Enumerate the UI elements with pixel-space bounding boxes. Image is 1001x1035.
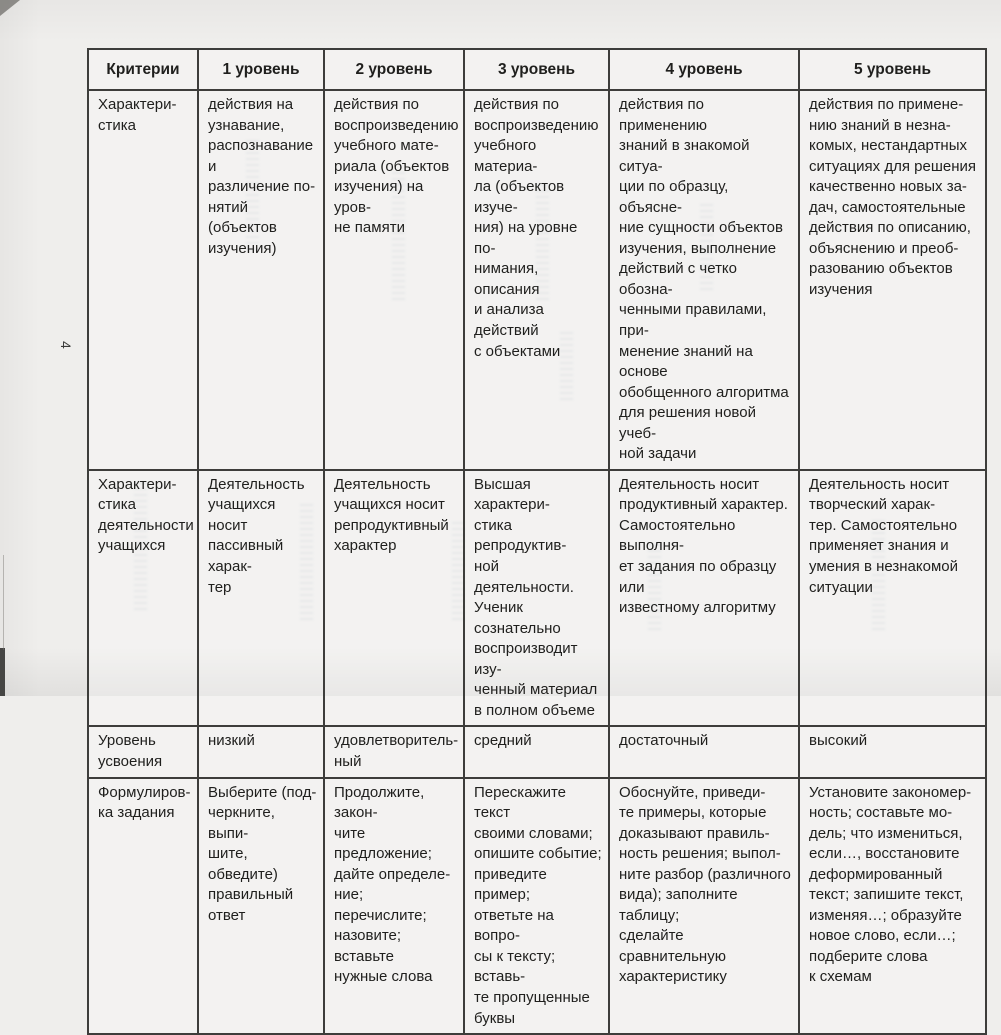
table-cell: Перескажите текст своими словами; опишит… [463, 776, 610, 1035]
table-cell: Деятельность учащихся носит пассивный ха… [197, 468, 325, 728]
table-cell: действия по примене- нию знаний в незна-… [798, 89, 987, 471]
header-cell-level-2: 2 уровень [323, 48, 465, 91]
criterion-cell: Характери- стика деятельности учащихся [87, 468, 199, 728]
table-cell: высокий [798, 725, 987, 779]
page-number: 4 [58, 341, 74, 349]
table-row-task-formulation: Формулиров- ка задания Выберите (под- че… [87, 776, 987, 1035]
table-cell: Деятельность учащихся носит репродуктивн… [323, 468, 465, 728]
table-cell: действия на узнавание, распознавание и р… [197, 89, 325, 471]
table-row-mastery-level: Уровень усвоения низкий удовлетворитель-… [87, 725, 987, 779]
table-cell: действия по воспроизведению учебного мат… [323, 89, 465, 471]
table-cell: Установите закономер- ность; составьте м… [798, 776, 987, 1035]
table-cell: низкий [197, 725, 325, 779]
header-row: Критерии 1 уровень 2 уровень 3 уровень 4… [87, 48, 987, 91]
table-cell: действия по воспроизведению учебного мат… [463, 89, 610, 471]
header-cell-level-1: 1 уровень [197, 48, 325, 91]
table-cell: достаточный [608, 725, 800, 779]
criterion-cell: Характери- стика [87, 89, 199, 471]
criteria-levels-table: Критерии 1 уровень 2 уровень 3 уровень 4… [87, 48, 987, 1035]
criterion-cell: Формулиров- ка задания [87, 776, 199, 1035]
table-cell: Продолжите, закон- чите предложение; дай… [323, 776, 465, 1035]
table-cell: Обоснуйте, приведи- те примеры, которые … [608, 776, 800, 1035]
table-cell: Деятельность носит продуктивный характер… [608, 468, 800, 728]
table-row-activity-characteristic: Характери- стика деятельности учащихся Д… [87, 468, 987, 728]
table-cell: Деятельность носит творческий харак- тер… [798, 468, 987, 728]
header-cell-level-4: 4 уровень [608, 48, 800, 91]
header-cell-level-5: 5 уровень [798, 48, 987, 91]
table-cell: Высшая характери- стика репродуктив- ной… [463, 468, 610, 728]
table-cell: средний [463, 725, 610, 779]
criterion-cell: Уровень усвоения [87, 725, 199, 779]
page-edge-line [3, 555, 4, 650]
book-spine-edge [0, 648, 5, 696]
table-cell: действия по применению знаний в знакомой… [608, 89, 800, 471]
table-cell: удовлетворитель- ный [323, 725, 465, 779]
header-cell-level-3: 3 уровень [463, 48, 610, 91]
table-cell: Выберите (под- черкните, выпи- шите, обв… [197, 776, 325, 1035]
scan-corner-artifact [0, 0, 20, 16]
header-cell-criteria: Критерии [87, 48, 199, 91]
table-row-characteristic: Характери- стика действия на узнавание, … [87, 89, 987, 471]
